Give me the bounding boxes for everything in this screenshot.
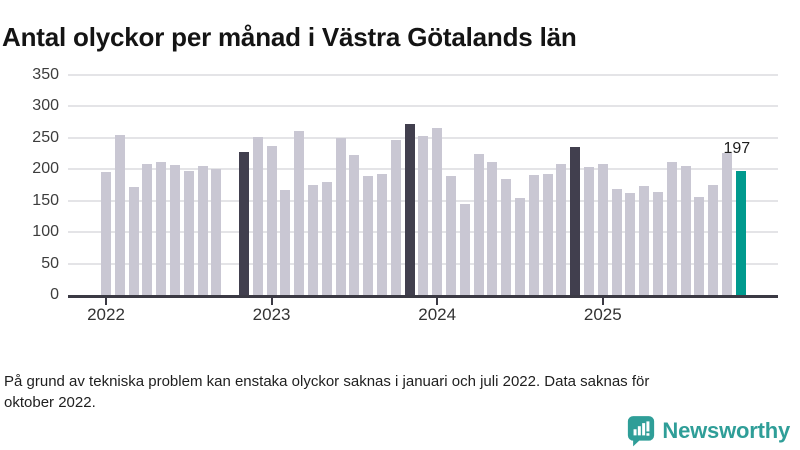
bar-2022-11 [239,152,249,295]
logo-text: Newsworthy [662,418,790,443]
y-tick-label: 0 [50,286,59,303]
bar-chart: 0 50 100 150 200 250 300 350 2022 2023 2024 2025 1… [32,66,778,324]
bar-2025-05 [653,191,663,295]
bar-2025-06 [666,161,677,295]
bar-2022-07 [183,170,194,295]
x-tick [436,298,439,305]
bar-2025-03 [625,193,636,295]
bar-2022-09 [211,168,222,295]
bar-2022-02 [114,135,125,295]
bar-2024-08 [528,174,539,295]
bar-2023-10 [390,140,401,295]
bar-2025-07 [680,166,691,295]
y-tick-label: 50 [41,254,59,272]
bar-2022-12 [252,136,263,295]
x-tick-label: 2025 [583,305,622,324]
gridline [68,105,778,108]
bar-2024-11 [570,146,581,295]
bar-2022-08 [197,166,208,295]
bar-2023-06 [335,138,346,295]
footnote-line: På grund av tekniska problem kan enstaka… [4,373,650,390]
bar-chart-speech-bubble-icon [627,415,655,447]
bar-2023-02 [280,190,291,295]
y-tick-label: 150 [32,191,59,209]
bar-2024-10 [556,164,567,295]
footnote-line: oktober 2022. [4,394,96,411]
bar-2024-12 [584,166,594,295]
gridline [68,74,778,76]
newsworthy-logo: Newsworthy [627,414,790,448]
x-tick-label: 2023 [252,305,291,324]
x-tick-label: 2024 [418,305,457,324]
bar-2024-07 [515,197,525,295]
x-tick-label: 2022 [87,305,125,324]
bar-2023-05 [321,181,332,295]
bar-2024-06 [501,179,512,295]
y-tick-label: 100 [32,223,59,241]
y-tick-label: 200 [32,160,59,178]
bar-2025-09 [708,185,719,295]
bar-2024-05 [487,161,498,295]
bar-2024-01 [432,127,443,295]
bar-2022-03 [128,186,139,295]
bar-2025-04 [639,186,650,295]
bar-2023-04 [308,185,318,295]
x-tick [601,298,604,305]
bar-2025-01 [597,164,608,295]
bar-2023-01 [266,146,277,295]
latest-value-label: 197 [723,140,751,158]
bar-2023-12 [418,135,429,295]
footnote: På grund av tekniska problem kan enstaka… [4,371,794,413]
bar-2023-08 [363,175,374,295]
bar-2023-03 [294,130,305,295]
bar-2022-01 [101,171,111,295]
bar-2024-03 [459,203,470,295]
bar-2022-05 [156,161,167,295]
y-tick-label: 350 [32,66,59,83]
x-tick [270,298,273,305]
bar-2023-11 [404,124,415,295]
bar-2023-07 [349,154,360,295]
bar-2024-02 [446,175,456,295]
bar-2025-10 [722,152,732,295]
bar-2024-04 [473,153,484,295]
x-tick [105,298,107,305]
bar-2025-11 [735,171,746,295]
bar-2023-09 [377,173,387,295]
y-tick-label: 300 [32,97,59,115]
bar-2022-04 [142,164,153,295]
bar-2025-08 [694,196,705,295]
bar-2024-09 [542,173,553,295]
x-axis-line [68,295,778,298]
bar-2022-06 [170,164,180,295]
page-title: Antal olyckor per månad i Västra Götalan… [2,22,577,53]
bar-2025-02 [611,188,622,295]
y-tick-label: 250 [32,128,59,146]
